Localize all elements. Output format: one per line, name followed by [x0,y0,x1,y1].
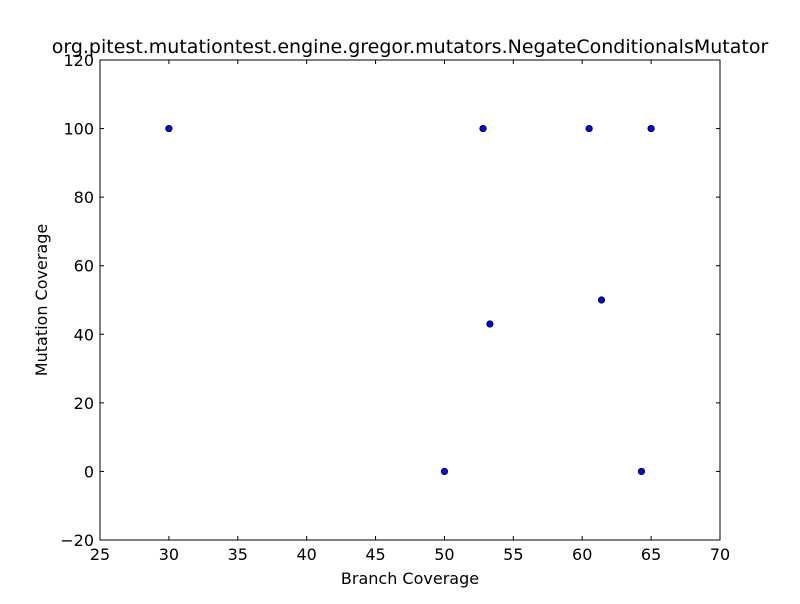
y-tick-label: 40 [74,325,94,344]
x-tick-label: 70 [710,545,730,564]
y-tick-label: 80 [74,188,94,207]
x-tick-label: 65 [641,545,661,564]
x-tick-label: 25 [90,545,110,564]
x-tick-label: 60 [572,545,592,564]
chart-title: org.pitest.mutationtest.engine.gregor.mu… [52,36,769,58]
plot-area-frame [99,59,721,541]
points-layer [165,124,655,476]
scatter-point [440,467,449,476]
x-tick-label: 30 [159,545,179,564]
scatter-point [479,124,487,133]
x-tick-label: 45 [365,545,385,564]
x-tick-label: 35 [228,545,248,564]
y-tick-label: 20 [74,394,94,413]
y-tick-label: 120 [63,51,94,70]
x-axis-label: Branch Coverage [341,569,479,588]
x-tick-label: 50 [434,545,454,564]
y-tick-label: 0 [84,462,94,481]
y-tick-label: −20 [60,531,94,550]
scatter-point [647,124,655,133]
x-tick-label: 55 [503,545,523,564]
scatter-point [637,467,646,476]
scatter-point [165,124,173,133]
y-axis-label: Mutation Coverage [32,224,51,376]
scatter-point [597,296,606,304]
scatter-point [585,124,593,133]
y-tick-label: 100 [63,120,94,139]
ticks-layer: 25 30 35 40 45 50 55 60 65 70 −20 0 20 40 60 80 100 120 [60,51,730,564]
scatter-point [486,320,494,328]
x-tick-label: 40 [296,545,316,564]
y-tick-label: 60 [74,257,94,276]
